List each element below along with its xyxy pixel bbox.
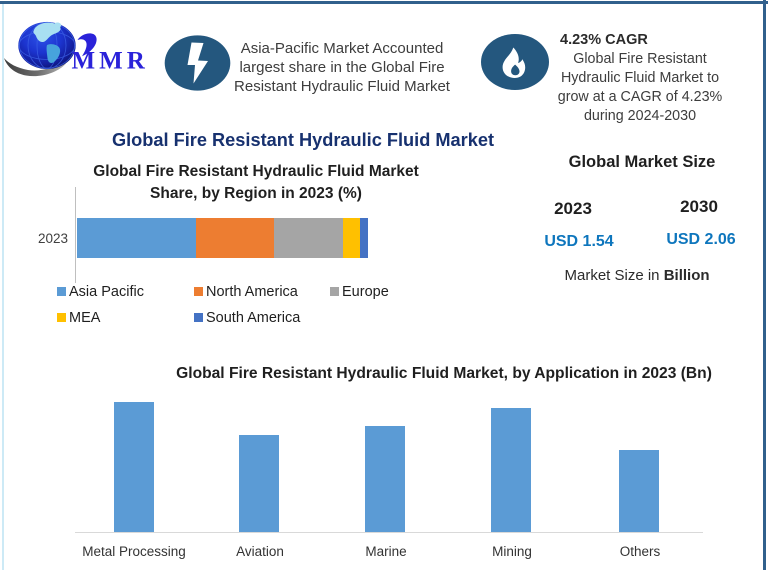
- svg-text:MMR: MMR: [72, 48, 149, 75]
